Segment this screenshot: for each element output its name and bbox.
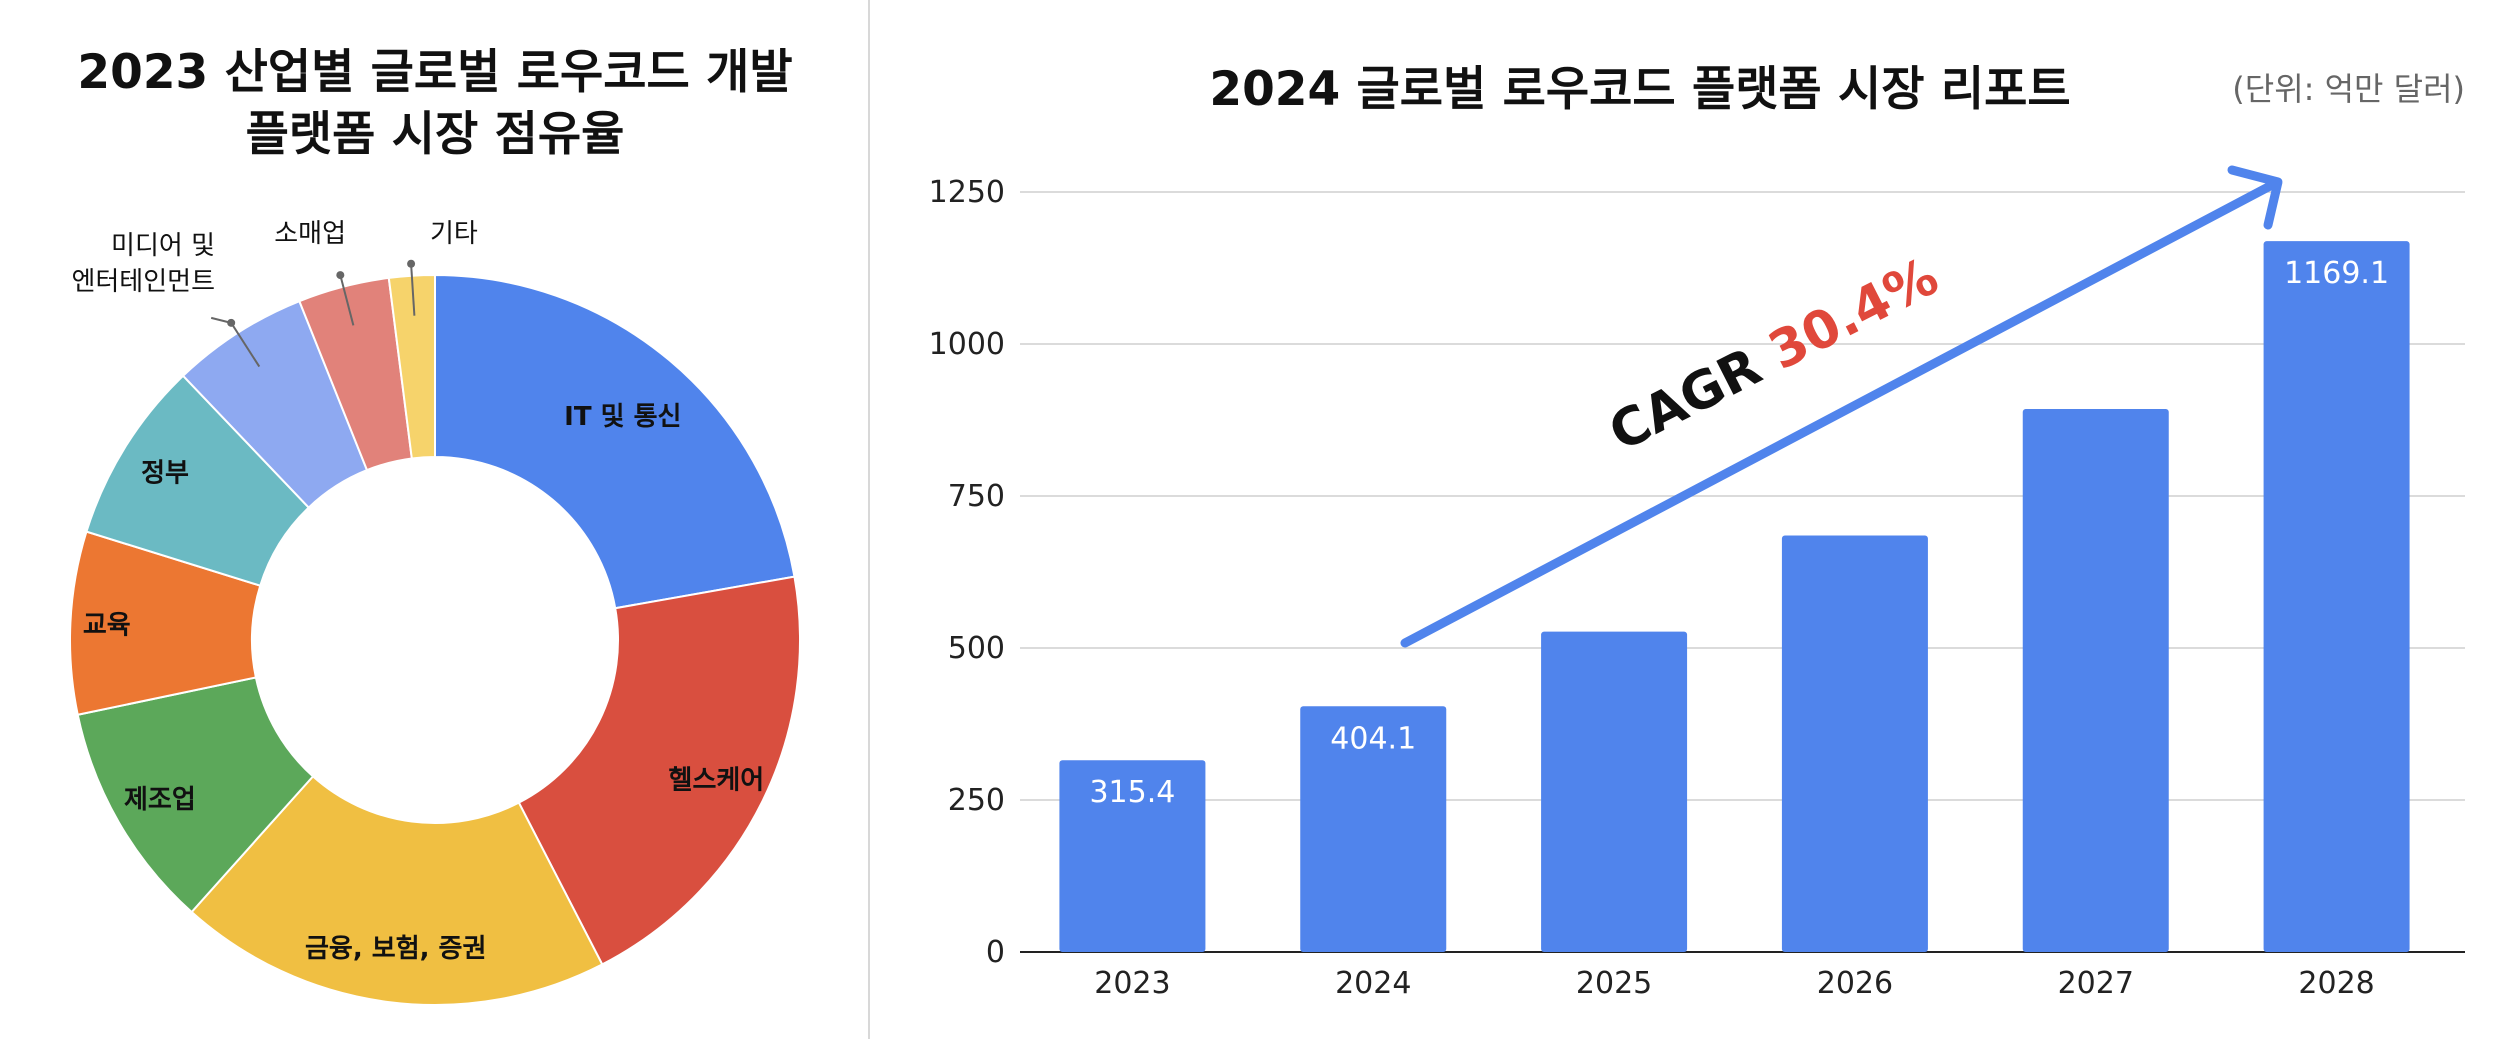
bar-value-label-2024: 404.1 [1330,721,1416,756]
pie-label-3: 금융, 보험, 증권 [305,934,486,964]
bar-chart: 0 250 500 750 1000 1250 2023 315.4 2024 404.1 2025… [929,165,2465,1001]
pie-chart-title: 2023 산업별 글로벌 로우코드 개발 플랫폼 시장 점유율 [40,42,830,166]
y-tick-500: 500 [948,631,1005,666]
y-tick-0: 0 [986,935,1005,970]
y-tick-250: 250 [948,783,1005,818]
bar-2027 [2022,409,2169,952]
panel-divider [868,0,870,1039]
bar-value-label-2028: 1169.1 [2284,256,2389,291]
pie-slice-2 [517,575,801,966]
bar-2028 [2263,241,2410,952]
pie-leader-8 [339,274,355,326]
bar-value-label-2023: 315.4 [1089,775,1175,810]
pie-label-7-line-2: 엔터테인먼트 [71,267,215,297]
x-tick-2023: 2023 [1094,966,1170,1001]
y-tick-1250: 1250 [929,175,1005,210]
pie-label-6: 정부 [141,459,189,489]
pie-label-4: 제조업 [124,785,196,815]
pie-label-5: 교육 [83,610,131,640]
pie-label-9: 기타 [430,219,478,249]
pie-title-line-1: 2023 산업별 글로벌 로우코드 개발 [77,45,793,100]
pie-label-8: 소매업 [274,219,346,249]
pie-label-1: IT 및 통신 [564,402,681,432]
pie-leader-7 [230,322,261,368]
x-tick-2026: 2026 [1817,966,1893,1001]
pie-label-2: 헬스케어 [669,765,765,795]
x-tick-2024: 2024 [1335,966,1411,1001]
pie-leader-tail-7 [210,316,232,324]
pie-title-line-2: 플랫폼 시장 점유율 [245,107,625,162]
unit-note: (단위: 억만 달러) [2232,70,2465,108]
pie-slice-1 [434,273,796,610]
pie-slice-3 [190,774,604,1006]
bar-2025 [1541,631,1688,952]
bar-2024 [1300,706,1447,952]
cagr-arrow-head [2227,165,2283,230]
pie-slice-9 [387,273,436,460]
x-tick-2025: 2025 [1576,966,1652,1001]
bar-2023 [1059,760,1206,952]
x-tick-2028: 2028 [2298,966,2374,1001]
y-tick-1000: 1000 [929,327,1005,362]
bar-2026 [1781,535,1928,952]
bar-chart-title: 2024 글로벌 로우코드 플랫폼 시장 리포트 [1209,62,2071,117]
pie-label-7-line-1: 미디어 및 [111,231,215,261]
pie-leader-dot-9 [407,259,416,268]
x-tick-2027: 2027 [2058,966,2134,1001]
y-tick-750: 750 [948,479,1005,514]
cagr-arrow-shaft [1400,180,2277,648]
pie-leader-9 [410,263,416,316]
pie-leader-dot-8 [336,271,345,280]
